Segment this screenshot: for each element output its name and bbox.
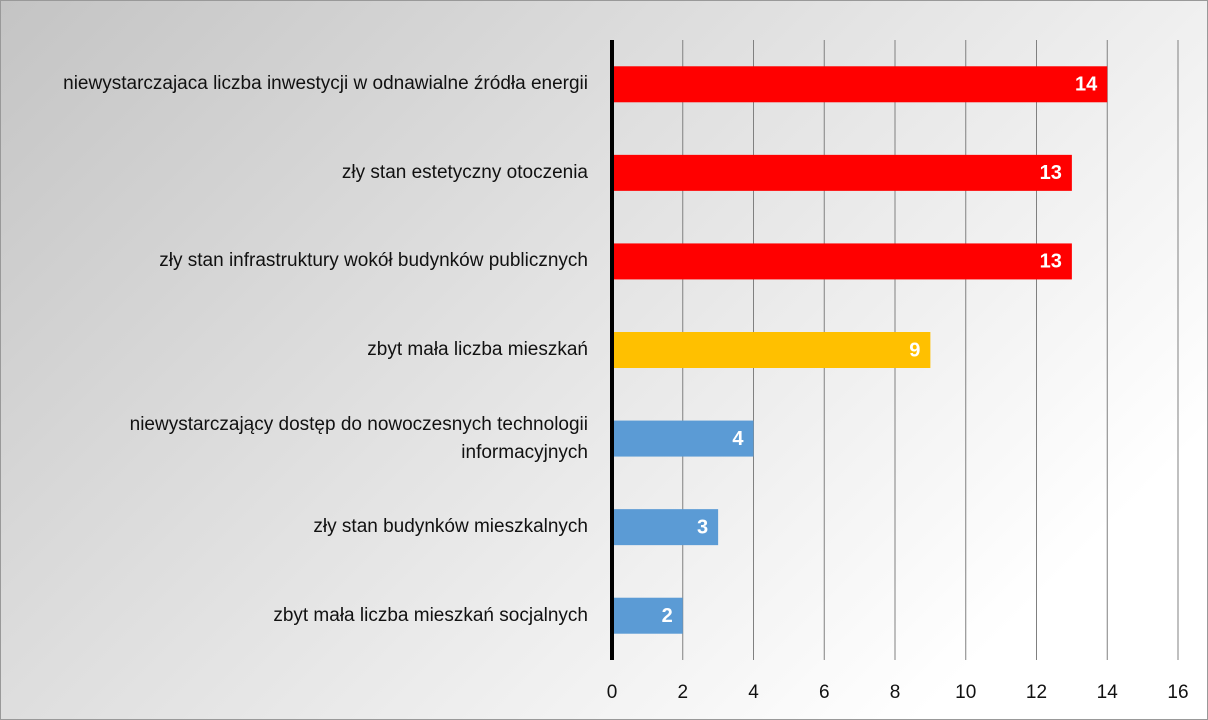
bar	[612, 420, 754, 457]
data-label: 14	[1075, 74, 1098, 96]
data-label: 9	[909, 339, 920, 361]
x-tick-label: 4	[748, 682, 759, 703]
data-label: 13	[1040, 162, 1062, 184]
x-tick-label: 6	[819, 682, 830, 703]
bar	[612, 154, 1072, 191]
category-label: niewystarczający dostęp do nowoczesnych …	[129, 413, 588, 463]
x-tick-label: 12	[1026, 682, 1047, 703]
category-label: zły stan budynków mieszkalnych	[313, 516, 588, 538]
data-label: 13	[1040, 251, 1062, 273]
data-label: 4	[732, 428, 744, 450]
data-label: 3	[697, 516, 708, 538]
bar	[612, 597, 683, 634]
bar	[612, 332, 931, 368]
x-tick-label: 14	[1097, 682, 1119, 703]
x-tick-label: 8	[890, 682, 901, 703]
x-tick-label: 16	[1167, 682, 1188, 703]
x-tick-label: 2	[677, 682, 688, 703]
category-label: zbyt mała liczba mieszkań socjalnych	[273, 604, 588, 626]
x-tick-label: 0	[607, 682, 618, 703]
category-label: niewystarczajaca liczba inwestycji w odn…	[63, 73, 588, 95]
x-tick-label: 10	[955, 682, 976, 703]
category-label: zły stan estetyczny otoczenia	[341, 161, 588, 183]
category-label: zły stan infrastruktury wokół budynków p…	[159, 250, 588, 272]
data-label: 2	[662, 605, 673, 627]
category-label: zbyt mała liczba mieszkań	[367, 339, 588, 360]
bar	[612, 243, 1072, 280]
bar	[612, 66, 1108, 103]
bar	[612, 509, 719, 546]
